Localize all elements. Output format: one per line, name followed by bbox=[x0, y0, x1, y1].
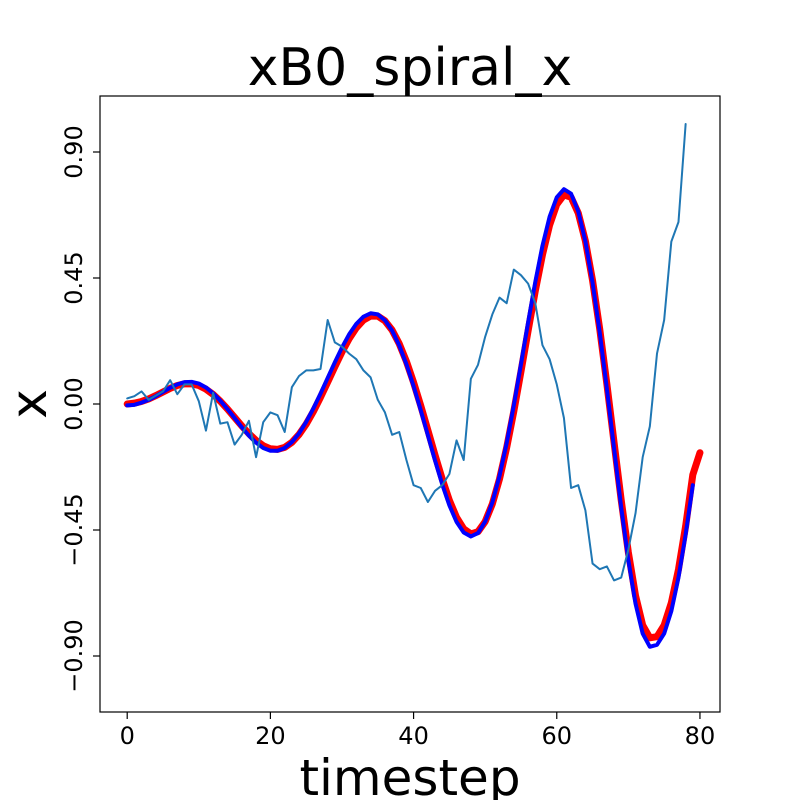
x-axis: 0 20 40 60 80 bbox=[120, 712, 716, 750]
series-line-1 bbox=[123, 191, 704, 642]
y-axis: −0.90 −0.45 0.00 0.45 0.90 bbox=[60, 125, 100, 693]
y-tick-label: 0.90 bbox=[60, 125, 88, 178]
x-tick-label: 0 bbox=[120, 722, 135, 750]
x-tick-label: 60 bbox=[541, 722, 572, 750]
axes-frame bbox=[99, 95, 721, 713]
x-tick-label: 40 bbox=[398, 722, 429, 750]
y-tick-label: −0.45 bbox=[60, 493, 88, 567]
y-tick-label: 0.45 bbox=[60, 251, 88, 304]
chart-title: xB0_spiral_x bbox=[248, 38, 573, 98]
series-layer bbox=[123, 123, 704, 649]
x-tick-label: 20 bbox=[255, 722, 286, 750]
x-axis-label: timestep bbox=[299, 749, 520, 800]
x-tick-label: 80 bbox=[685, 722, 716, 750]
y-tick-label: −0.90 bbox=[60, 619, 88, 693]
series-line-2 bbox=[125, 187, 695, 649]
series-line-3 bbox=[126, 123, 687, 582]
y-axis-label: x bbox=[0, 389, 58, 419]
y-tick-label: 0.00 bbox=[60, 377, 88, 430]
